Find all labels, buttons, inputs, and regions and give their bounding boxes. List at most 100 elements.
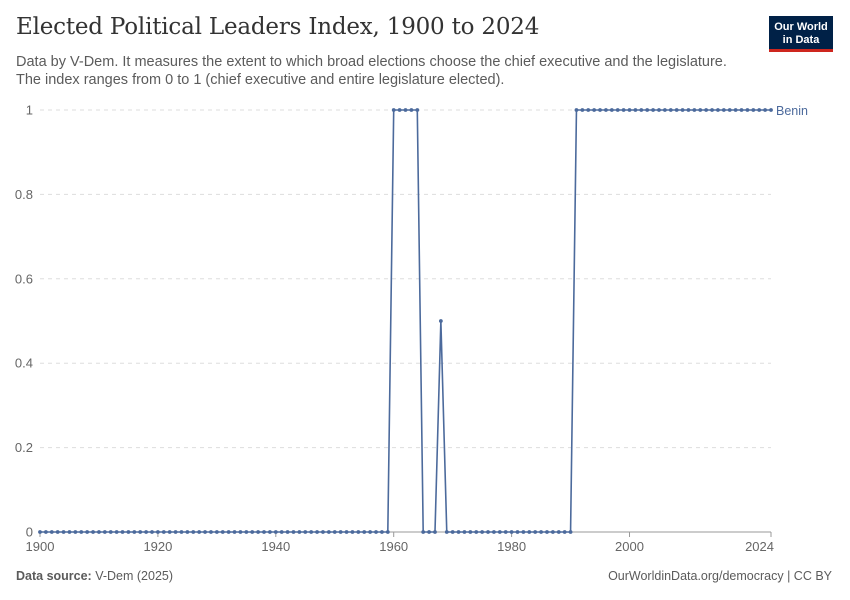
data-point[interactable]: [368, 530, 373, 534]
data-point[interactable]: [462, 530, 467, 534]
data-point[interactable]: [150, 530, 154, 534]
data-point[interactable]: [49, 530, 54, 534]
data-point[interactable]: [686, 108, 691, 112]
data-point[interactable]: [197, 530, 202, 534]
data-point[interactable]: [609, 108, 614, 112]
data-point[interactable]: [503, 530, 508, 534]
data-point[interactable]: [468, 530, 473, 534]
data-point[interactable]: [91, 530, 95, 534]
data-point[interactable]: [138, 530, 143, 534]
data-point[interactable]: [509, 530, 514, 534]
data-point[interactable]: [527, 530, 532, 534]
data-point[interactable]: [438, 319, 443, 323]
data-point[interactable]: [315, 530, 319, 534]
series-label[interactable]: Benin: [776, 104, 808, 118]
data-source-value[interactable]: V-Dem (2025): [95, 569, 174, 583]
data-point[interactable]: [580, 108, 585, 112]
data-point[interactable]: [533, 530, 538, 534]
data-point[interactable]: [497, 530, 502, 534]
data-point[interactable]: [332, 530, 337, 534]
data-point[interactable]: [751, 108, 756, 112]
data-point[interactable]: [279, 530, 284, 534]
data-point[interactable]: [474, 530, 479, 534]
data-point[interactable]: [421, 530, 426, 534]
data-point[interactable]: [385, 530, 390, 534]
data-point[interactable]: [132, 530, 137, 534]
data-point[interactable]: [692, 108, 697, 112]
data-point[interactable]: [698, 108, 703, 112]
data-point[interactable]: [220, 530, 225, 534]
footer-url[interactable]: OurWorldinData.org/democracy | CC BY: [608, 569, 832, 583]
data-point[interactable]: [244, 530, 249, 534]
data-point[interactable]: [344, 530, 349, 534]
data-point[interactable]: [185, 530, 190, 534]
data-point[interactable]: [633, 108, 638, 112]
data-point[interactable]: [67, 530, 72, 534]
data-point[interactable]: [757, 108, 762, 112]
data-point[interactable]: [268, 530, 272, 534]
data-point[interactable]: [680, 108, 685, 112]
data-point[interactable]: [321, 530, 325, 534]
data-point[interactable]: [480, 530, 485, 534]
data-point[interactable]: [250, 530, 255, 534]
data-point[interactable]: [615, 108, 620, 112]
data-point[interactable]: [739, 108, 744, 112]
data-point[interactable]: [562, 530, 567, 534]
data-point[interactable]: [391, 108, 396, 112]
data-point[interactable]: [273, 530, 278, 534]
data-point[interactable]: [285, 530, 290, 534]
data-point[interactable]: [161, 530, 166, 534]
data-point[interactable]: [238, 530, 243, 534]
data-point[interactable]: [651, 108, 655, 112]
series-line-benin[interactable]: [40, 109, 771, 533]
data-point[interactable]: [492, 530, 496, 534]
data-point[interactable]: [409, 108, 414, 112]
data-point[interactable]: [403, 108, 408, 112]
data-point[interactable]: [85, 530, 90, 534]
data-point[interactable]: [326, 530, 331, 534]
data-point[interactable]: [297, 530, 302, 534]
data-point[interactable]: [303, 530, 308, 534]
data-point[interactable]: [668, 108, 673, 112]
data-point[interactable]: [102, 530, 107, 534]
data-point[interactable]: [710, 108, 714, 112]
data-point[interactable]: [721, 108, 726, 112]
data-point[interactable]: [309, 530, 314, 534]
data-point[interactable]: [586, 108, 591, 112]
data-point[interactable]: [515, 530, 520, 534]
data-point[interactable]: [144, 530, 149, 534]
data-point[interactable]: [456, 530, 461, 534]
data-point[interactable]: [592, 108, 597, 112]
data-point[interactable]: [704, 108, 709, 112]
data-point[interactable]: [97, 530, 101, 534]
data-point[interactable]: [262, 530, 266, 534]
data-point[interactable]: [126, 530, 131, 534]
data-point[interactable]: [657, 108, 661, 112]
data-point[interactable]: [203, 530, 207, 534]
data-point[interactable]: [73, 530, 78, 534]
data-point[interactable]: [716, 108, 720, 112]
data-point[interactable]: [662, 108, 667, 112]
data-point[interactable]: [444, 530, 449, 534]
data-point[interactable]: [433, 530, 437, 534]
data-point[interactable]: [38, 530, 42, 534]
data-point[interactable]: [604, 108, 608, 112]
owid-logo[interactable]: Our World in Data: [769, 16, 833, 52]
data-point[interactable]: [727, 108, 732, 112]
data-point[interactable]: [639, 108, 644, 112]
data-point[interactable]: [191, 530, 196, 534]
data-point[interactable]: [232, 530, 237, 534]
data-point[interactable]: [397, 108, 402, 112]
data-point[interactable]: [427, 530, 431, 534]
data-point[interactable]: [209, 530, 213, 534]
data-point[interactable]: [568, 530, 573, 534]
data-point[interactable]: [43, 530, 48, 534]
data-point[interactable]: [769, 108, 773, 112]
data-point[interactable]: [226, 530, 231, 534]
data-point[interactable]: [574, 108, 579, 112]
data-point[interactable]: [291, 530, 296, 534]
data-point[interactable]: [108, 530, 113, 534]
data-point[interactable]: [374, 530, 378, 534]
data-point[interactable]: [167, 530, 172, 534]
data-point[interactable]: [550, 530, 555, 534]
